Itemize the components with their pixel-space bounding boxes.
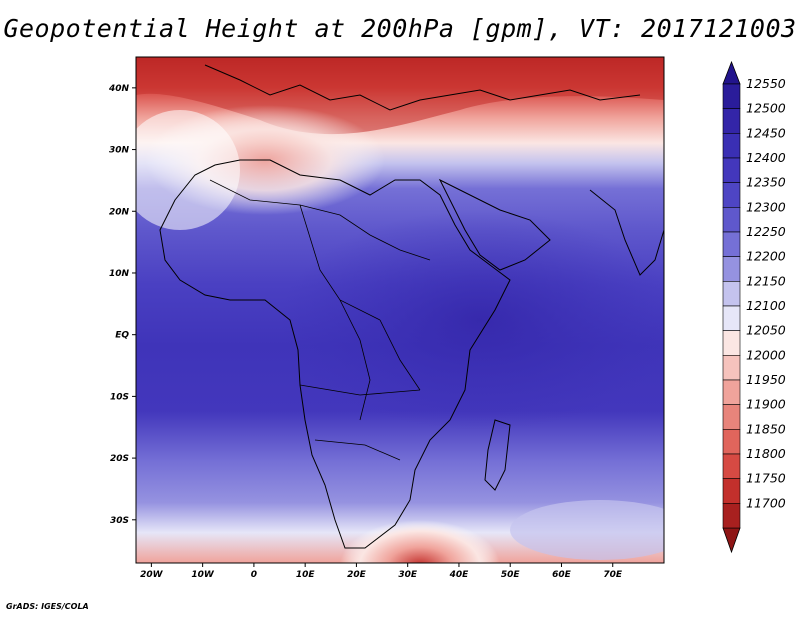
plot-frame <box>135 56 665 564</box>
colorbar-swatch <box>722 478 741 504</box>
lon-tick-label: 30E <box>398 570 418 580</box>
colorbar-label: 12250 <box>746 224 786 239</box>
colorbar-swatch <box>722 281 741 307</box>
colorbar-label: 11850 <box>746 421 786 436</box>
map-title: Geopotential Height at 200hPa [gpm], VT:… <box>3 14 797 43</box>
colorbar-swatch <box>722 83 741 109</box>
colorbar-label: 11950 <box>746 372 786 387</box>
colorbar-swatch <box>722 133 741 159</box>
lon-tick-label: 20W <box>140 570 164 580</box>
colorbar-label: 12550 <box>746 76 786 91</box>
arabia-coastline <box>438 178 551 271</box>
colorbar-top-arrow <box>722 60 741 85</box>
colorbar-label: 11750 <box>746 471 786 486</box>
lat-tick-label: 30S <box>110 516 129 526</box>
india-coastline <box>589 189 664 276</box>
height-field <box>136 57 664 563</box>
lat-tick-label: 10S <box>110 392 129 402</box>
colorbar-swatch <box>722 503 741 529</box>
colorbar-label: 12150 <box>746 273 786 288</box>
colorbar-swatch <box>722 429 741 455</box>
europe-coastline <box>204 64 641 111</box>
colorbar-swatch <box>722 305 741 331</box>
lon-tick-label: 10E <box>296 570 316 580</box>
colorbar-swatch <box>722 108 741 134</box>
lon-tick-label: 20E <box>347 570 367 580</box>
colorbar-swatch <box>722 231 741 257</box>
colorbar-swatch <box>722 330 741 356</box>
lon-tick-label: 50E <box>501 570 521 580</box>
colorbar-label: 12350 <box>746 175 786 190</box>
longitude-axis: 20W 10W 0 10E 20E 30E 40E 50E 60E 70E <box>140 563 623 580</box>
lat-tick-label: 10N <box>109 269 130 279</box>
colorbar-swatch <box>722 379 741 405</box>
colorbar-swatch <box>722 157 741 183</box>
colorbar-label: 12450 <box>746 125 786 140</box>
lon-tick-label: 40E <box>449 570 470 580</box>
colorbar-label: 12200 <box>746 249 786 264</box>
lon-tick-label: 0 <box>251 570 257 580</box>
colorbar-swatch <box>722 256 741 282</box>
colorbar-swatch <box>722 182 741 208</box>
coastlines <box>159 64 664 549</box>
lat-tick-label: 20N <box>109 207 130 217</box>
colorbar-label: 11800 <box>746 446 786 461</box>
lat-tick-label: 20S <box>110 454 129 464</box>
lon-tick-label: 10W <box>191 570 215 580</box>
colorbar-swatch <box>722 453 741 479</box>
colorbar-label: 12000 <box>746 347 786 362</box>
lat-tick-label: 40N <box>108 84 130 94</box>
lat-tick-label: EQ <box>115 331 129 341</box>
colorbar-label: 12400 <box>746 150 786 165</box>
colorbar-label: 12050 <box>746 323 786 338</box>
colorbar-swatch <box>722 404 741 430</box>
colorbar-swatch <box>722 207 741 233</box>
latitude-axis: 40N 30N 20N 10N EQ 10S 20S 30S <box>108 84 136 526</box>
colorbar-label: 11700 <box>746 495 786 510</box>
colorbar-swatch <box>722 355 741 381</box>
colorbar-label: 11900 <box>746 397 786 412</box>
colorbar: 12550 12500 12450 12400 12350 12300 12250 12200… <box>722 60 786 554</box>
colorbar-label: 12100 <box>746 298 786 313</box>
madagascar-coastline <box>484 419 511 491</box>
colorbar-bottom-arrow <box>722 527 741 554</box>
colorbar-label: 12500 <box>746 101 786 116</box>
lon-tick-label: 70E <box>603 570 623 580</box>
colorbar-label: 12300 <box>746 199 786 214</box>
africa-coastline <box>159 159 511 549</box>
lon-tick-label: 60E <box>552 570 572 580</box>
country-borders <box>209 179 431 461</box>
lat-tick-label: 30N <box>109 146 130 156</box>
credit-text: GrADS: IGES/COLA <box>6 602 89 611</box>
